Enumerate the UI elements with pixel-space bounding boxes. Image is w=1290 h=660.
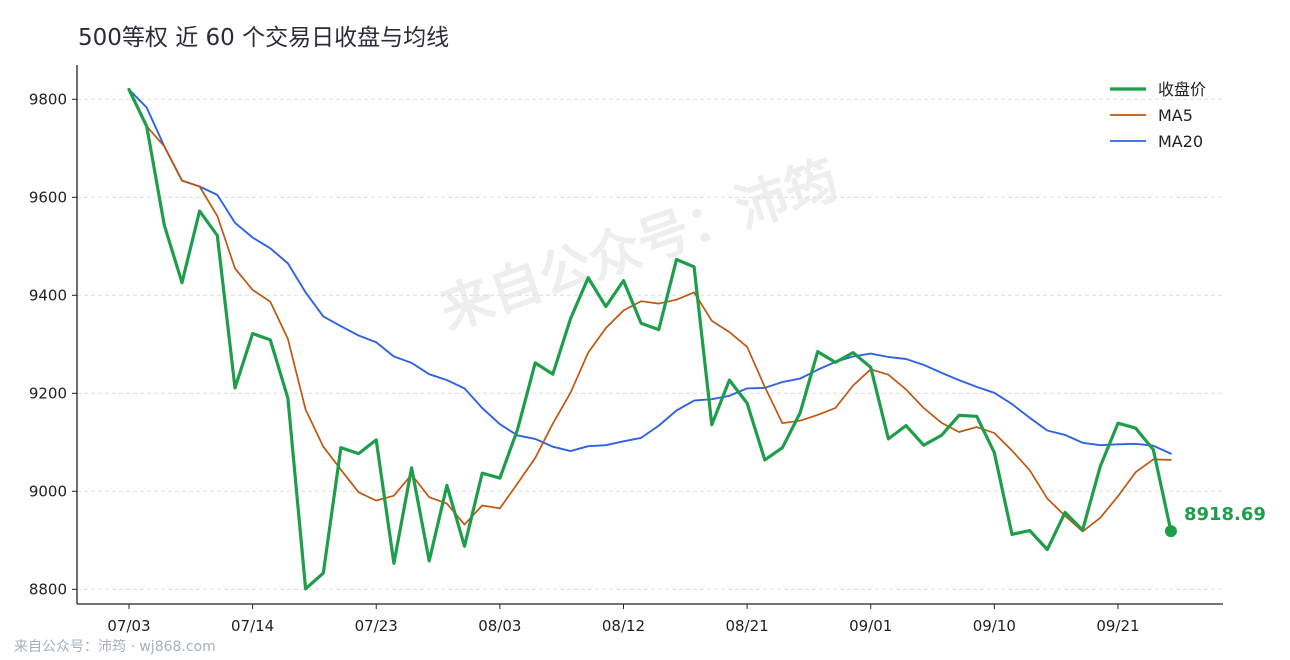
ma20-line [128,88,1172,455]
x-tick-label: 08/12 [602,617,645,635]
series-lines: 8918.69 [127,87,1266,591]
ma5-line [128,88,1172,533]
legend-label: MA20 [1158,132,1203,151]
x-tick-label: 09/01 [849,617,892,635]
legend-label: MA5 [1158,106,1193,125]
footer-credit: 来自公众号：沛筠 · wj868.com [14,639,216,655]
axes: 8800 9000 9200 9400 9600 9800 07/03 07/14 07/23 0… [29,65,1223,635]
legend-label: 收盘价 [1158,80,1206,99]
x-tick-label: 08/03 [478,617,521,635]
last-value-label: 8918.69 [1184,504,1266,525]
gridlines [77,98,1223,590]
x-tick-label: 08/21 [725,617,768,635]
x-tick-label: 07/23 [355,617,398,635]
close-price-line [127,87,1173,591]
watermark: 来自公众号：沛筠 [433,150,846,342]
y-tick-label: 9800 [29,90,67,108]
y-tick-label: 8800 [29,580,67,598]
legend: 收盘价 MA5 MA20 [1110,80,1206,151]
chart-title: 500等权 近 60 个交易日收盘与均线 [78,25,450,51]
last-close-point [1164,525,1177,538]
x-tick-label: 09/21 [1096,617,1139,635]
x-tick-label: 07/14 [231,617,274,635]
x-tick-label: 07/03 [107,617,150,635]
y-tick-label: 9400 [29,286,67,304]
y-tick-label: 9600 [29,188,67,206]
x-tick-label: 09/10 [973,617,1016,635]
y-tick-label: 9200 [29,384,67,402]
y-tick-label: 9000 [29,482,67,500]
